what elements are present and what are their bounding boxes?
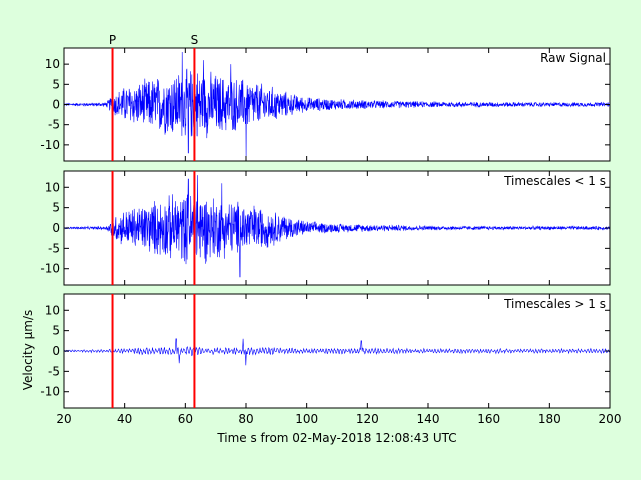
waveform-trace [63, 175, 610, 278]
y-tick-label: 0 [52, 98, 60, 112]
y-axis-label: Velocity μm/s [21, 310, 35, 391]
y-tick-label: -5 [48, 364, 60, 378]
y-tick-label: 5 [52, 324, 60, 338]
arrival-label-p: P [109, 33, 116, 47]
arrival-label-s: S [191, 33, 199, 47]
panel-title: Timescales < 1 s [503, 174, 606, 188]
y-tick-label: 10 [45, 57, 60, 71]
x-tick-label: 100 [295, 412, 318, 426]
y-tick-label: -5 [48, 241, 60, 255]
x-tick-label: 200 [599, 412, 622, 426]
x-tick-label: 20 [56, 412, 71, 426]
panel-2: -10 -5 0 5 10 Timescales < 1 s [40, 170, 611, 286]
y-tick-label: 10 [45, 303, 60, 317]
y-tick-label: -5 [48, 118, 60, 132]
y-tick-label: 0 [52, 344, 60, 358]
panel-1: P S -10 -5 0 5 10 Raw Signal [40, 33, 611, 162]
y-tick-label: -10 [40, 385, 60, 399]
x-tick-label: 40 [117, 412, 132, 426]
x-tick-label: 80 [238, 412, 253, 426]
x-tick-label: 160 [477, 412, 500, 426]
y-tick-label: 10 [45, 180, 60, 194]
panel-title: Timescales > 1 s [503, 297, 606, 311]
x-tick-label: 120 [356, 412, 379, 426]
x-tick-label: 140 [417, 412, 440, 426]
panel-title: Raw Signal [540, 51, 606, 65]
waveform-trace [64, 51, 610, 158]
y-tick-label: 5 [52, 77, 60, 91]
y-tick-label: -10 [40, 262, 60, 276]
panel-3: -10 -5 0 5 10 20 40 60 80 100 120 140 160 180 200 Times… [40, 293, 622, 426]
y-tick-label: 0 [52, 221, 60, 235]
y-tick-label: -10 [40, 138, 60, 152]
x-axis-label: Time s from 02-May-2018 12:08:43 UTC [216, 431, 456, 445]
waveform-trace [63, 338, 610, 366]
x-tick-label: 60 [178, 412, 193, 426]
x-tick-label: 180 [538, 412, 561, 426]
y-tick-label: 5 [52, 201, 60, 215]
